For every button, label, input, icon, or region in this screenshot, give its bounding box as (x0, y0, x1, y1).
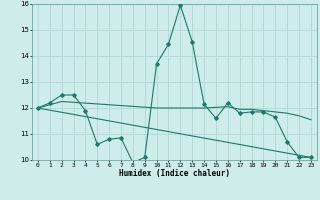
X-axis label: Humidex (Indice chaleur): Humidex (Indice chaleur) (119, 169, 230, 178)
